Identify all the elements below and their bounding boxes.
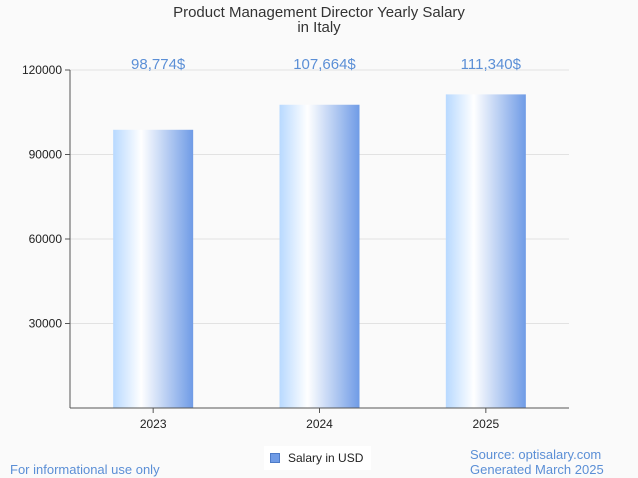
data-label: 98,774$ [131, 56, 186, 73]
data-labels: 98,774$ 107,664$ 111,340$ [131, 56, 522, 73]
y-tick-label: 90000 [29, 148, 63, 162]
data-label: 107,664$ [293, 56, 356, 73]
source-text: Source: optisalary.com [470, 447, 602, 462]
x-tick-label: 2025 [472, 417, 499, 431]
disclaimer-note: For informational use only [10, 462, 160, 477]
bar-2023 [113, 129, 194, 408]
axes: 30000 60000 90000 120000 2023 2024 2025 [22, 63, 569, 431]
data-label: 111,340$ [461, 56, 522, 73]
legend-swatch [270, 453, 280, 463]
chart-subtitle: in Italy [297, 19, 341, 36]
y-tick-label: 120000 [22, 63, 62, 77]
source-info: Source: optisalary.com Generated March 2… [470, 447, 604, 477]
bar-2024 [279, 104, 360, 408]
bar-2025 [445, 94, 526, 408]
x-tick-label: 2024 [306, 417, 333, 431]
chart-title: Product Management Director Yearly Salar… [173, 4, 465, 21]
legend-label: Salary in USD [288, 451, 364, 465]
y-tick-label: 30000 [29, 317, 63, 331]
bars [113, 94, 526, 408]
x-tick-label: 2023 [140, 417, 167, 431]
generated-date: Generated March 2025 [470, 462, 604, 477]
legend: Salary in USD [264, 446, 372, 470]
y-tick-label: 60000 [29, 232, 63, 246]
